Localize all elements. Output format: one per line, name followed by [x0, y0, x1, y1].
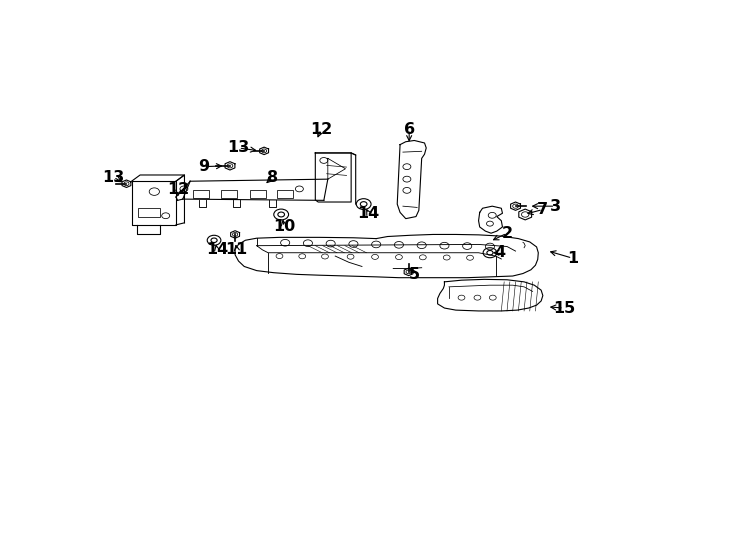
Text: 1: 1 — [567, 251, 578, 266]
Bar — [222, 191, 237, 198]
Text: 8: 8 — [267, 170, 278, 185]
Text: 13: 13 — [102, 170, 125, 185]
Bar — [193, 191, 209, 198]
Bar — [139, 208, 160, 217]
Text: 2: 2 — [501, 226, 512, 241]
Text: 13: 13 — [228, 140, 250, 156]
Bar — [250, 191, 266, 198]
Text: 15: 15 — [553, 301, 575, 315]
Text: 12: 12 — [167, 182, 189, 197]
Text: 10: 10 — [273, 219, 295, 234]
Text: 14: 14 — [357, 206, 380, 221]
Text: 9: 9 — [197, 159, 208, 174]
Text: 5: 5 — [410, 267, 421, 282]
Text: 14: 14 — [206, 242, 228, 257]
Text: 12: 12 — [310, 122, 332, 137]
Text: 11: 11 — [225, 242, 248, 258]
Text: 4: 4 — [495, 245, 506, 260]
Text: 7: 7 — [537, 202, 548, 217]
Bar — [277, 191, 293, 198]
Text: 3: 3 — [550, 199, 561, 214]
Text: 6: 6 — [404, 122, 415, 137]
